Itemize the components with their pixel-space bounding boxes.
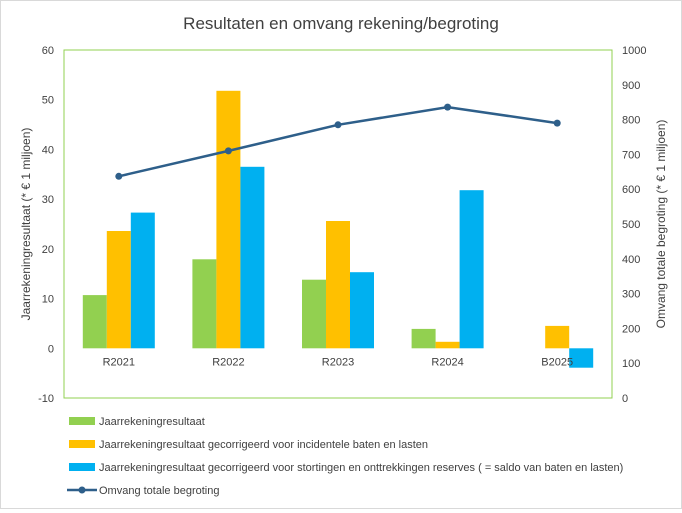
y-axis-ticks: -10 0 10 20 30 40 50 60 <box>38 45 54 405</box>
y2-tick-label: 0 <box>622 393 628 405</box>
chart-title: Resultaten en omvang rekening/begroting <box>183 14 499 33</box>
y2-axis-ticks: 0 100 200 300 400 500 600 700 800 900 1000 <box>622 45 646 405</box>
y2-tick-label: 300 <box>622 289 640 301</box>
bar-3-R2024 <box>459 190 484 349</box>
y-tick-label: -10 <box>38 393 54 405</box>
y2-tick-label: 100 <box>622 358 640 370</box>
bar-1-R2024 <box>411 328 436 349</box>
line-point-R2021 <box>115 172 123 180</box>
line-point-B2025 <box>553 119 561 127</box>
line-point-R2023 <box>334 121 342 129</box>
bar-3-R2022 <box>240 166 265 349</box>
legend-swatch-marker <box>78 486 86 494</box>
y-tick-label: 60 <box>42 45 54 57</box>
line-layer <box>115 103 561 180</box>
bar-3-R2021 <box>130 212 155 349</box>
x-tick-label: R2024 <box>431 356 463 368</box>
legend-label: Jaarrekeningresultaat <box>99 416 205 428</box>
legend: Jaarrekeningresultaat Jaarrekeningresulta… <box>67 416 623 497</box>
y2-tick-label: 500 <box>622 219 640 231</box>
legend-label: Jaarrekeningresultaat gecorrigeerd voor … <box>99 462 623 474</box>
bar-3-R2023 <box>350 272 374 349</box>
y2-tick-label: 400 <box>622 254 640 266</box>
legend-label: Jaarrekeningresultaat gecorrigeerd voor … <box>99 439 428 451</box>
y2-tick-label: 200 <box>622 323 640 335</box>
y2-tick-label: 900 <box>622 80 640 92</box>
y2-axis-label: Omvang totale begroting (* € 1 miljoen) <box>654 120 668 329</box>
y-axis-label: Jaarrekeningresultaat (* € 1 miljoen) <box>19 128 33 321</box>
y2-tick-label: 800 <box>622 115 640 127</box>
y2-tick-label: 700 <box>622 149 640 161</box>
y2-tick-label: 600 <box>622 184 640 196</box>
bar-1-R2021 <box>82 295 107 349</box>
bar-1-R2023 <box>302 279 326 349</box>
x-tick-label: R2023 <box>322 356 354 368</box>
x-tick-label: B2025 <box>541 356 573 368</box>
bar-layer <box>82 90 594 368</box>
y-tick-label: 30 <box>42 194 54 206</box>
bar-2-R2024 <box>435 341 460 349</box>
legend-swatch <box>69 463 95 471</box>
y-tick-label: 10 <box>42 294 54 306</box>
x-tick-label: R2022 <box>212 356 244 368</box>
bar-1-R2022 <box>192 259 217 349</box>
legend-label: Omvang totale begroting <box>99 485 219 497</box>
bar-3-B2025 <box>569 348 594 368</box>
y-tick-label: 50 <box>42 95 54 107</box>
plot-area <box>63 49 613 399</box>
bar-2-B2025 <box>545 325 570 349</box>
legend-swatch <box>69 417 95 425</box>
y-tick-label: 0 <box>48 343 54 355</box>
line-point-R2024 <box>444 103 452 111</box>
y-tick-label: 20 <box>42 244 54 256</box>
y-tick-label: 40 <box>42 144 54 156</box>
line-point-R2022 <box>224 147 232 155</box>
legend-swatch <box>69 440 95 448</box>
x-axis-ticks: R2021 R2022 R2023 R2024 B2025 <box>103 356 574 368</box>
y2-tick-label: 1000 <box>622 45 646 57</box>
bar-2-R2021 <box>106 231 131 349</box>
x-tick-label: R2021 <box>103 356 135 368</box>
bar-2-R2022 <box>216 90 241 349</box>
line-omvang <box>118 105 558 178</box>
bar-2-R2023 <box>326 221 350 349</box>
